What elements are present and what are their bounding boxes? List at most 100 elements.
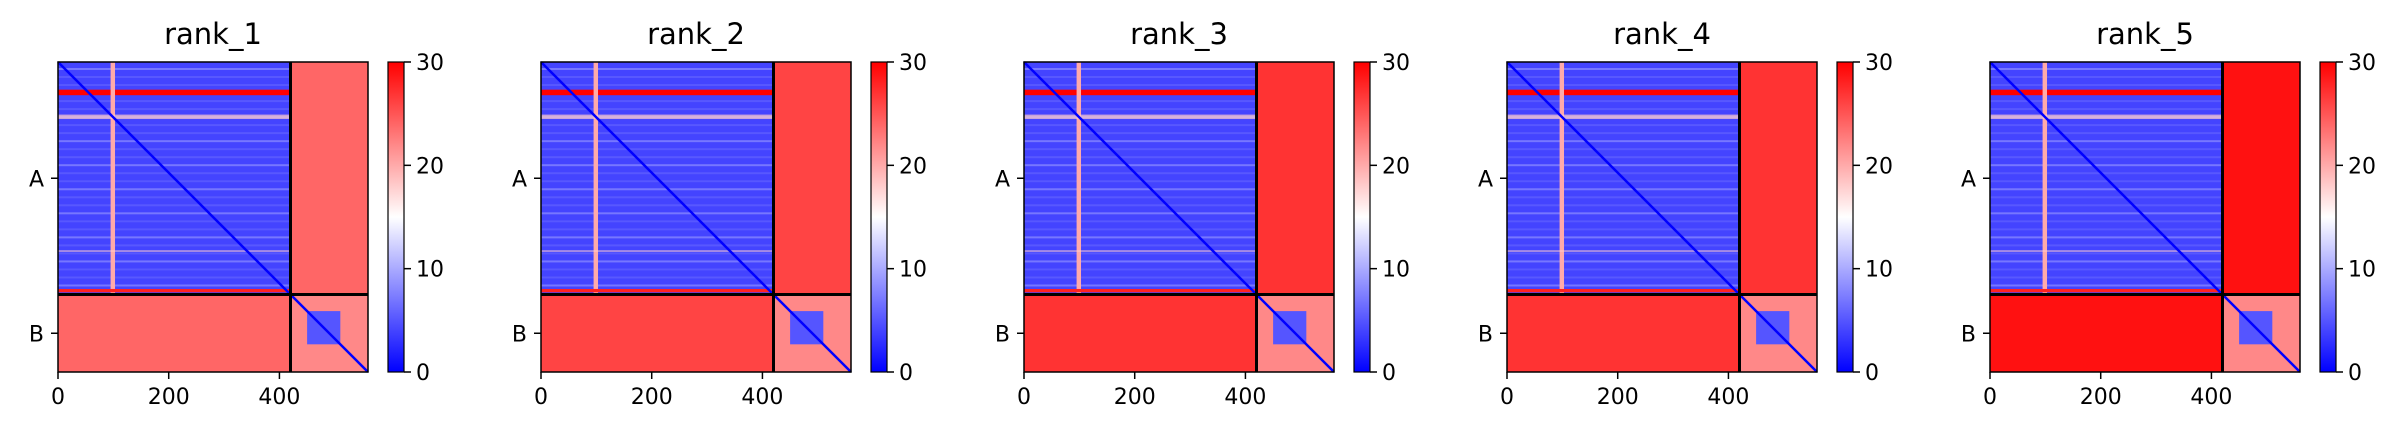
heatmap-stripe bbox=[541, 100, 774, 103]
heatmap-stripe bbox=[1024, 252, 1257, 255]
heatmap-stripe bbox=[541, 268, 774, 271]
heatmap-band-row4 bbox=[1507, 288, 1740, 293]
heatmap-diagonal bbox=[57, 61, 369, 373]
x-tick-label: 0 bbox=[51, 385, 65, 410]
colorbar-tick-label: 20 bbox=[899, 154, 927, 179]
x-tick-label: 0 bbox=[534, 385, 548, 410]
y-tick-label: A bbox=[1478, 167, 1493, 192]
heatmap-stripe bbox=[58, 188, 291, 191]
heatmap-stripe bbox=[1024, 148, 1257, 151]
heatmap-image bbox=[540, 61, 852, 373]
y-tick-label: B bbox=[29, 322, 44, 347]
heatmap-block-1 bbox=[290, 62, 368, 295]
colorbar-tick-label: 20 bbox=[2348, 154, 2376, 179]
x-tick-label: 200 bbox=[2080, 385, 2122, 410]
heatmap-band-row2 bbox=[1024, 114, 1257, 120]
colorbar-tick-label: 10 bbox=[899, 258, 927, 283]
panel-2: rank_2 0 200 400 A B 0 10 20 30 bbox=[512, 17, 927, 410]
panel-4: rank_4 0 200 400 A B 0 10 20 30 bbox=[1478, 17, 1893, 410]
x-tick-label: 200 bbox=[148, 385, 190, 410]
colorbar bbox=[1836, 61, 1854, 373]
heatmap-stripe bbox=[1990, 212, 2223, 215]
heatmap-diagonal bbox=[1023, 61, 1335, 373]
heatmap-stripe bbox=[541, 84, 774, 87]
heatmap-stripe bbox=[541, 284, 774, 287]
heatmap-stripe bbox=[1507, 212, 1740, 215]
colorbar-tick-label: 30 bbox=[416, 51, 444, 76]
heatmap-stripe bbox=[1507, 252, 1740, 255]
heatmap-stripe bbox=[1024, 244, 1257, 247]
heatmap-stripe bbox=[1024, 196, 1257, 199]
heatmap-band-row2 bbox=[1990, 114, 2223, 120]
heatmap-stripe bbox=[58, 276, 291, 279]
heatmap-stripe bbox=[58, 76, 291, 79]
heatmap-block-2 bbox=[1507, 294, 1740, 372]
heatmap-stripe bbox=[1507, 196, 1740, 199]
heatmap-stripe bbox=[1024, 212, 1257, 215]
panel-title: rank_3 bbox=[1130, 17, 1228, 51]
heatmap-stripe bbox=[541, 164, 774, 167]
heatmap-stripe bbox=[1507, 244, 1740, 247]
heatmap-stripe bbox=[541, 244, 774, 247]
heatmap-stripe bbox=[1024, 140, 1257, 143]
x-tick-label: 400 bbox=[1224, 385, 1266, 410]
colorbar-tick-label: 0 bbox=[1865, 361, 1879, 386]
heatmap-stripe bbox=[58, 100, 291, 103]
heatmap-stripe bbox=[58, 84, 291, 87]
heatmap-stripe bbox=[1024, 188, 1257, 191]
heatmap-band-row2 bbox=[58, 114, 291, 120]
heatmap-band-row2 bbox=[541, 114, 774, 120]
heatmap-stripe bbox=[541, 236, 774, 239]
heatmap-band-col bbox=[593, 62, 599, 295]
heatmap-stripe bbox=[1990, 204, 2223, 207]
heatmap-stripe bbox=[1990, 244, 2223, 247]
heatmap-stripe bbox=[1507, 188, 1740, 191]
y-tick-label: A bbox=[512, 167, 527, 192]
heatmap-stripe bbox=[541, 148, 774, 151]
panel-title: rank_4 bbox=[1613, 17, 1711, 51]
heatmap-band-row bbox=[541, 89, 774, 96]
x-tick-label: 0 bbox=[1983, 385, 1997, 410]
heatmap-stripe bbox=[1990, 236, 2223, 239]
heatmap-stripe bbox=[58, 108, 291, 111]
heatmap-block-1 bbox=[1739, 62, 1817, 295]
heatmap-stripe bbox=[1024, 124, 1257, 127]
heatmap-stripe bbox=[58, 284, 291, 287]
heatmap-stripe bbox=[1990, 260, 2223, 263]
heatmap-stripe bbox=[1990, 252, 2223, 255]
heatmap-stripe bbox=[1507, 260, 1740, 263]
y-tick-label: A bbox=[995, 167, 1010, 192]
heatmap-stripe bbox=[58, 164, 291, 167]
heatmap-band-row bbox=[1990, 89, 2223, 96]
colorbar-tick-label: 10 bbox=[1865, 258, 1893, 283]
heatmap-stripe bbox=[1990, 140, 2223, 143]
y-tick-label: A bbox=[1961, 167, 1976, 192]
x-tick-label: 200 bbox=[1597, 385, 1639, 410]
heatmap-stripe bbox=[1990, 156, 2223, 159]
heatmap-band-row4 bbox=[1024, 288, 1257, 293]
heatmap-stripe bbox=[1507, 236, 1740, 239]
colorbar bbox=[870, 61, 888, 373]
colorbar-tick-label: 10 bbox=[2348, 258, 2376, 283]
heatmap-stripe bbox=[1990, 220, 2223, 223]
heatmap-band-row3 bbox=[1990, 250, 2223, 252]
colorbar-tick-label: 10 bbox=[1382, 258, 1410, 283]
heatmap-stripe bbox=[1990, 188, 2223, 191]
heatmap-band-row3 bbox=[1024, 250, 1257, 252]
panel-title: rank_5 bbox=[2096, 17, 2194, 51]
heatmap-stripe bbox=[541, 204, 774, 207]
heatmap-block-1 bbox=[773, 62, 851, 295]
heatmap-block-1 bbox=[2222, 62, 2300, 295]
heatmap-band-col bbox=[110, 62, 116, 295]
heatmap-stripe bbox=[58, 268, 291, 271]
heatmap-stripe bbox=[541, 188, 774, 191]
heatmap-stripe bbox=[58, 220, 291, 223]
axes-frame bbox=[1023, 61, 1335, 373]
heatmap-stripe bbox=[1024, 132, 1257, 135]
axes-frame bbox=[1989, 61, 2301, 373]
heatmap-band-row3 bbox=[58, 250, 291, 252]
heatmap-stripe bbox=[1024, 180, 1257, 183]
heatmap-stripe bbox=[1507, 164, 1740, 167]
